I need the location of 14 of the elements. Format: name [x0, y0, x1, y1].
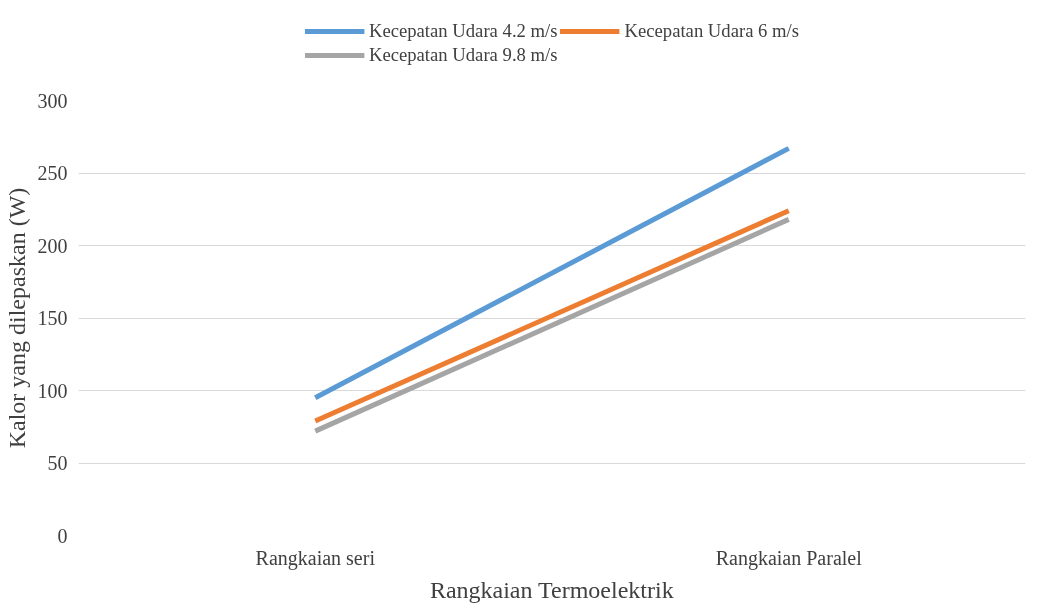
legend-label: Kecepatan Udara 9.8 m/s [368, 43, 558, 66]
x-axis-title: Rangkaian Termoelektrik [429, 576, 674, 603]
y-tick-label: 200 [37, 234, 68, 257]
x-tick-label: Rangkaian seri [255, 546, 376, 570]
x-tick-label: Rangkaian Paralel [715, 546, 863, 570]
y-tick-label: 300 [37, 89, 68, 112]
y-tick-label: 150 [37, 307, 68, 329]
legend-label: Kecepatan Udara 6 m/s [624, 19, 800, 42]
y-tick-label: 50 [47, 452, 68, 474]
y-tick-label: 0 [57, 524, 68, 547]
legend-label: Kecepatan Udara 4.2 m/s [368, 19, 558, 42]
y-tick-label: 250 [37, 162, 68, 184]
y-tick-label: 100 [37, 379, 68, 402]
y-axis-title: Kalor yang dilepaskan (W) [3, 187, 30, 449]
